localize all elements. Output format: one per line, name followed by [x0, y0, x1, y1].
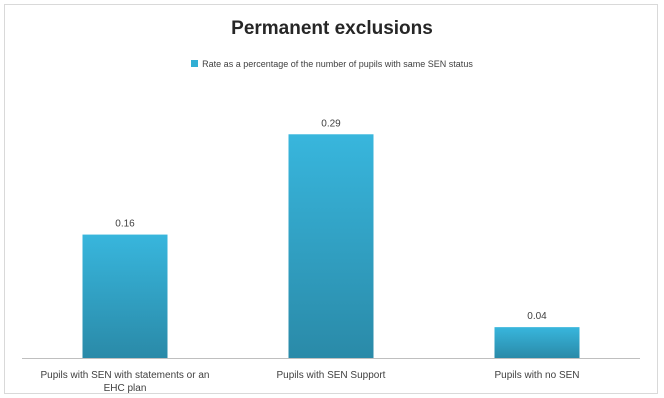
bar-2	[288, 134, 374, 358]
data-label-1: 0.16	[115, 219, 135, 230]
category-label-3: Pupils with no SEN	[494, 370, 579, 381]
chart-title: Permanent exclusions	[231, 18, 433, 39]
legend: Rate as a percentage of the number of pu…	[0, 59, 664, 69]
data-label-3: 0.04	[527, 311, 547, 322]
bar-3	[494, 327, 580, 358]
bar-1	[82, 234, 168, 358]
category-label-1: Pupils with SEN with statements or an EHC…	[41, 370, 210, 394]
data-label-2: 0.29	[321, 118, 341, 129]
legend-swatch	[191, 60, 199, 68]
legend-label: Rate as a percentage of the number of pu…	[202, 59, 473, 69]
category-label-2: Pupils with SEN Support	[277, 370, 386, 381]
